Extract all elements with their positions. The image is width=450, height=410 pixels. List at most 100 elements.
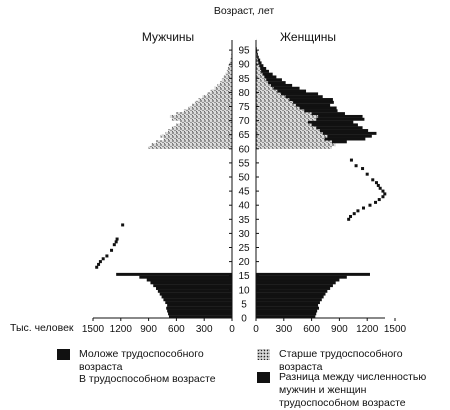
bar-men-age-76 xyxy=(195,101,232,104)
age-tick-label-15: 15 xyxy=(238,271,250,282)
age-tick-label-35: 35 xyxy=(238,215,250,226)
bar-women-excess-age-81 xyxy=(274,87,300,90)
bar-women-age-15 xyxy=(256,273,370,276)
bar-women-age-79 xyxy=(256,92,281,95)
age-tick-label-25: 25 xyxy=(238,243,250,254)
bar-women-age-87 xyxy=(256,70,261,73)
bar-women-age-5 xyxy=(256,301,320,304)
bar-women-excess-age-87 xyxy=(261,70,269,73)
age-tick-label-30: 30 xyxy=(238,229,250,240)
legend-label-working: В трудоспособном возрасте xyxy=(79,373,244,386)
bar-women-age-8 xyxy=(256,293,326,296)
chart-title: Возраст, лет xyxy=(214,5,275,17)
x-tick-label-left-900: 900 xyxy=(140,324,157,335)
x-tick-label-left-1500: 1500 xyxy=(82,324,105,335)
legend-swatch-over-working xyxy=(257,349,270,360)
bar-men-age-68 xyxy=(176,123,232,126)
marker-women-age-41 xyxy=(374,201,377,204)
bar-women-excess-age-83 xyxy=(268,81,286,84)
bar-women-excess-age-65 xyxy=(323,132,377,135)
marker-men-age-21 xyxy=(102,257,105,260)
age-tick-label-40: 40 xyxy=(238,201,250,212)
bar-women-age-76 xyxy=(256,101,293,104)
age-tick-label-55: 55 xyxy=(238,158,250,169)
bar-women-age-73 xyxy=(256,109,304,112)
bar-women-age-2 xyxy=(256,310,317,313)
bar-women-age-66 xyxy=(256,129,320,132)
marker-men-age-28 xyxy=(116,238,119,241)
bar-women-excess-age-73 xyxy=(304,109,337,112)
bar-women-excess-age-89 xyxy=(259,64,263,67)
bar-women-excess-age-79 xyxy=(281,92,318,95)
marker-men-age-20 xyxy=(99,260,102,263)
bar-men-age-88 xyxy=(228,67,232,70)
marker-women-age-46 xyxy=(379,187,382,190)
age-tick-label-90: 90 xyxy=(238,60,250,71)
bar-women-excess-age-76 xyxy=(293,101,334,104)
bar-men-age-12 xyxy=(150,281,232,284)
marker-women-age-40 xyxy=(368,204,371,207)
bar-men-age-83 xyxy=(220,81,232,84)
age-tick-label-20: 20 xyxy=(238,257,250,268)
bar-men-age-70 xyxy=(172,118,232,121)
age-tick-label-50: 50 xyxy=(238,173,250,184)
bar-women-excess-age-78 xyxy=(286,95,323,98)
bar-women-age-10 xyxy=(256,287,330,290)
x-tick-label-right-1500: 1500 xyxy=(384,324,407,335)
bar-men-age-62 xyxy=(156,140,232,143)
bar-women-excess-age-85 xyxy=(264,75,276,78)
x-tick-label-right-600: 600 xyxy=(303,324,320,335)
marker-women-age-53 xyxy=(361,167,364,170)
marker-women-age-45 xyxy=(381,190,384,193)
bar-women-excess-age-62 xyxy=(332,140,347,143)
marker-women-age-49 xyxy=(371,178,374,181)
age-tick-label-45: 45 xyxy=(238,187,250,198)
bar-men-age-69 xyxy=(180,121,232,124)
legend-label-under-working: Моложе трудоспособного возраста xyxy=(79,348,239,374)
bar-men-age-8 xyxy=(160,293,232,296)
age-tick-label-80: 80 xyxy=(238,88,250,99)
x-tick-label-left-600: 600 xyxy=(168,324,185,335)
marker-women-age-51 xyxy=(366,173,369,176)
bar-women-age-72 xyxy=(256,112,312,115)
marker-men-age-22 xyxy=(105,254,108,257)
marker-women-age-56 xyxy=(350,159,353,162)
bar-men-age-1 xyxy=(168,312,232,315)
bar-men-age-10 xyxy=(156,287,232,290)
age-tick-label-5: 5 xyxy=(241,299,247,310)
bar-men-age-63 xyxy=(163,138,232,141)
bar-women-age-78 xyxy=(256,95,286,98)
bar-women-age-6 xyxy=(256,298,322,301)
age-tick-label-70: 70 xyxy=(238,116,250,127)
bar-women-age-7 xyxy=(256,295,324,298)
bar-women-excess-age-93 xyxy=(257,53,258,56)
bar-women-excess-age-77 xyxy=(289,98,333,101)
bar-women-excess-age-91 xyxy=(258,59,261,62)
bar-men-age-73 xyxy=(184,109,232,112)
bar-women-age-77 xyxy=(256,98,289,101)
bar-men-age-11 xyxy=(153,284,232,287)
bar-men-age-64 xyxy=(161,135,232,138)
marker-women-age-37 xyxy=(353,212,356,215)
bar-men-age-3 xyxy=(166,307,232,310)
x-tick-label-right-900: 900 xyxy=(331,324,348,335)
bar-women-age-11 xyxy=(256,284,333,287)
bar-men-age-60 xyxy=(149,146,232,149)
bar-men-age-86 xyxy=(226,73,232,76)
left-group-label: Мужчины xyxy=(142,30,194,44)
marker-men-age-26 xyxy=(113,243,116,246)
bar-women-age-67 xyxy=(256,126,316,129)
bar-men-age-72 xyxy=(176,112,232,115)
age-tick-label-60: 60 xyxy=(238,144,250,155)
age-tick-label-10: 10 xyxy=(238,285,250,296)
right-group-label: Женщины xyxy=(280,30,336,44)
bar-men-age-6 xyxy=(163,298,232,301)
bar-women-age-61 xyxy=(256,143,336,146)
bar-women-age-64 xyxy=(256,135,327,138)
bar-men-age-87 xyxy=(227,70,232,73)
marker-men-age-18 xyxy=(95,266,98,269)
legend-swatch-under-working xyxy=(57,349,70,360)
bar-women-excess-age-72 xyxy=(312,112,345,115)
bar-women-excess-age-82 xyxy=(271,84,292,87)
